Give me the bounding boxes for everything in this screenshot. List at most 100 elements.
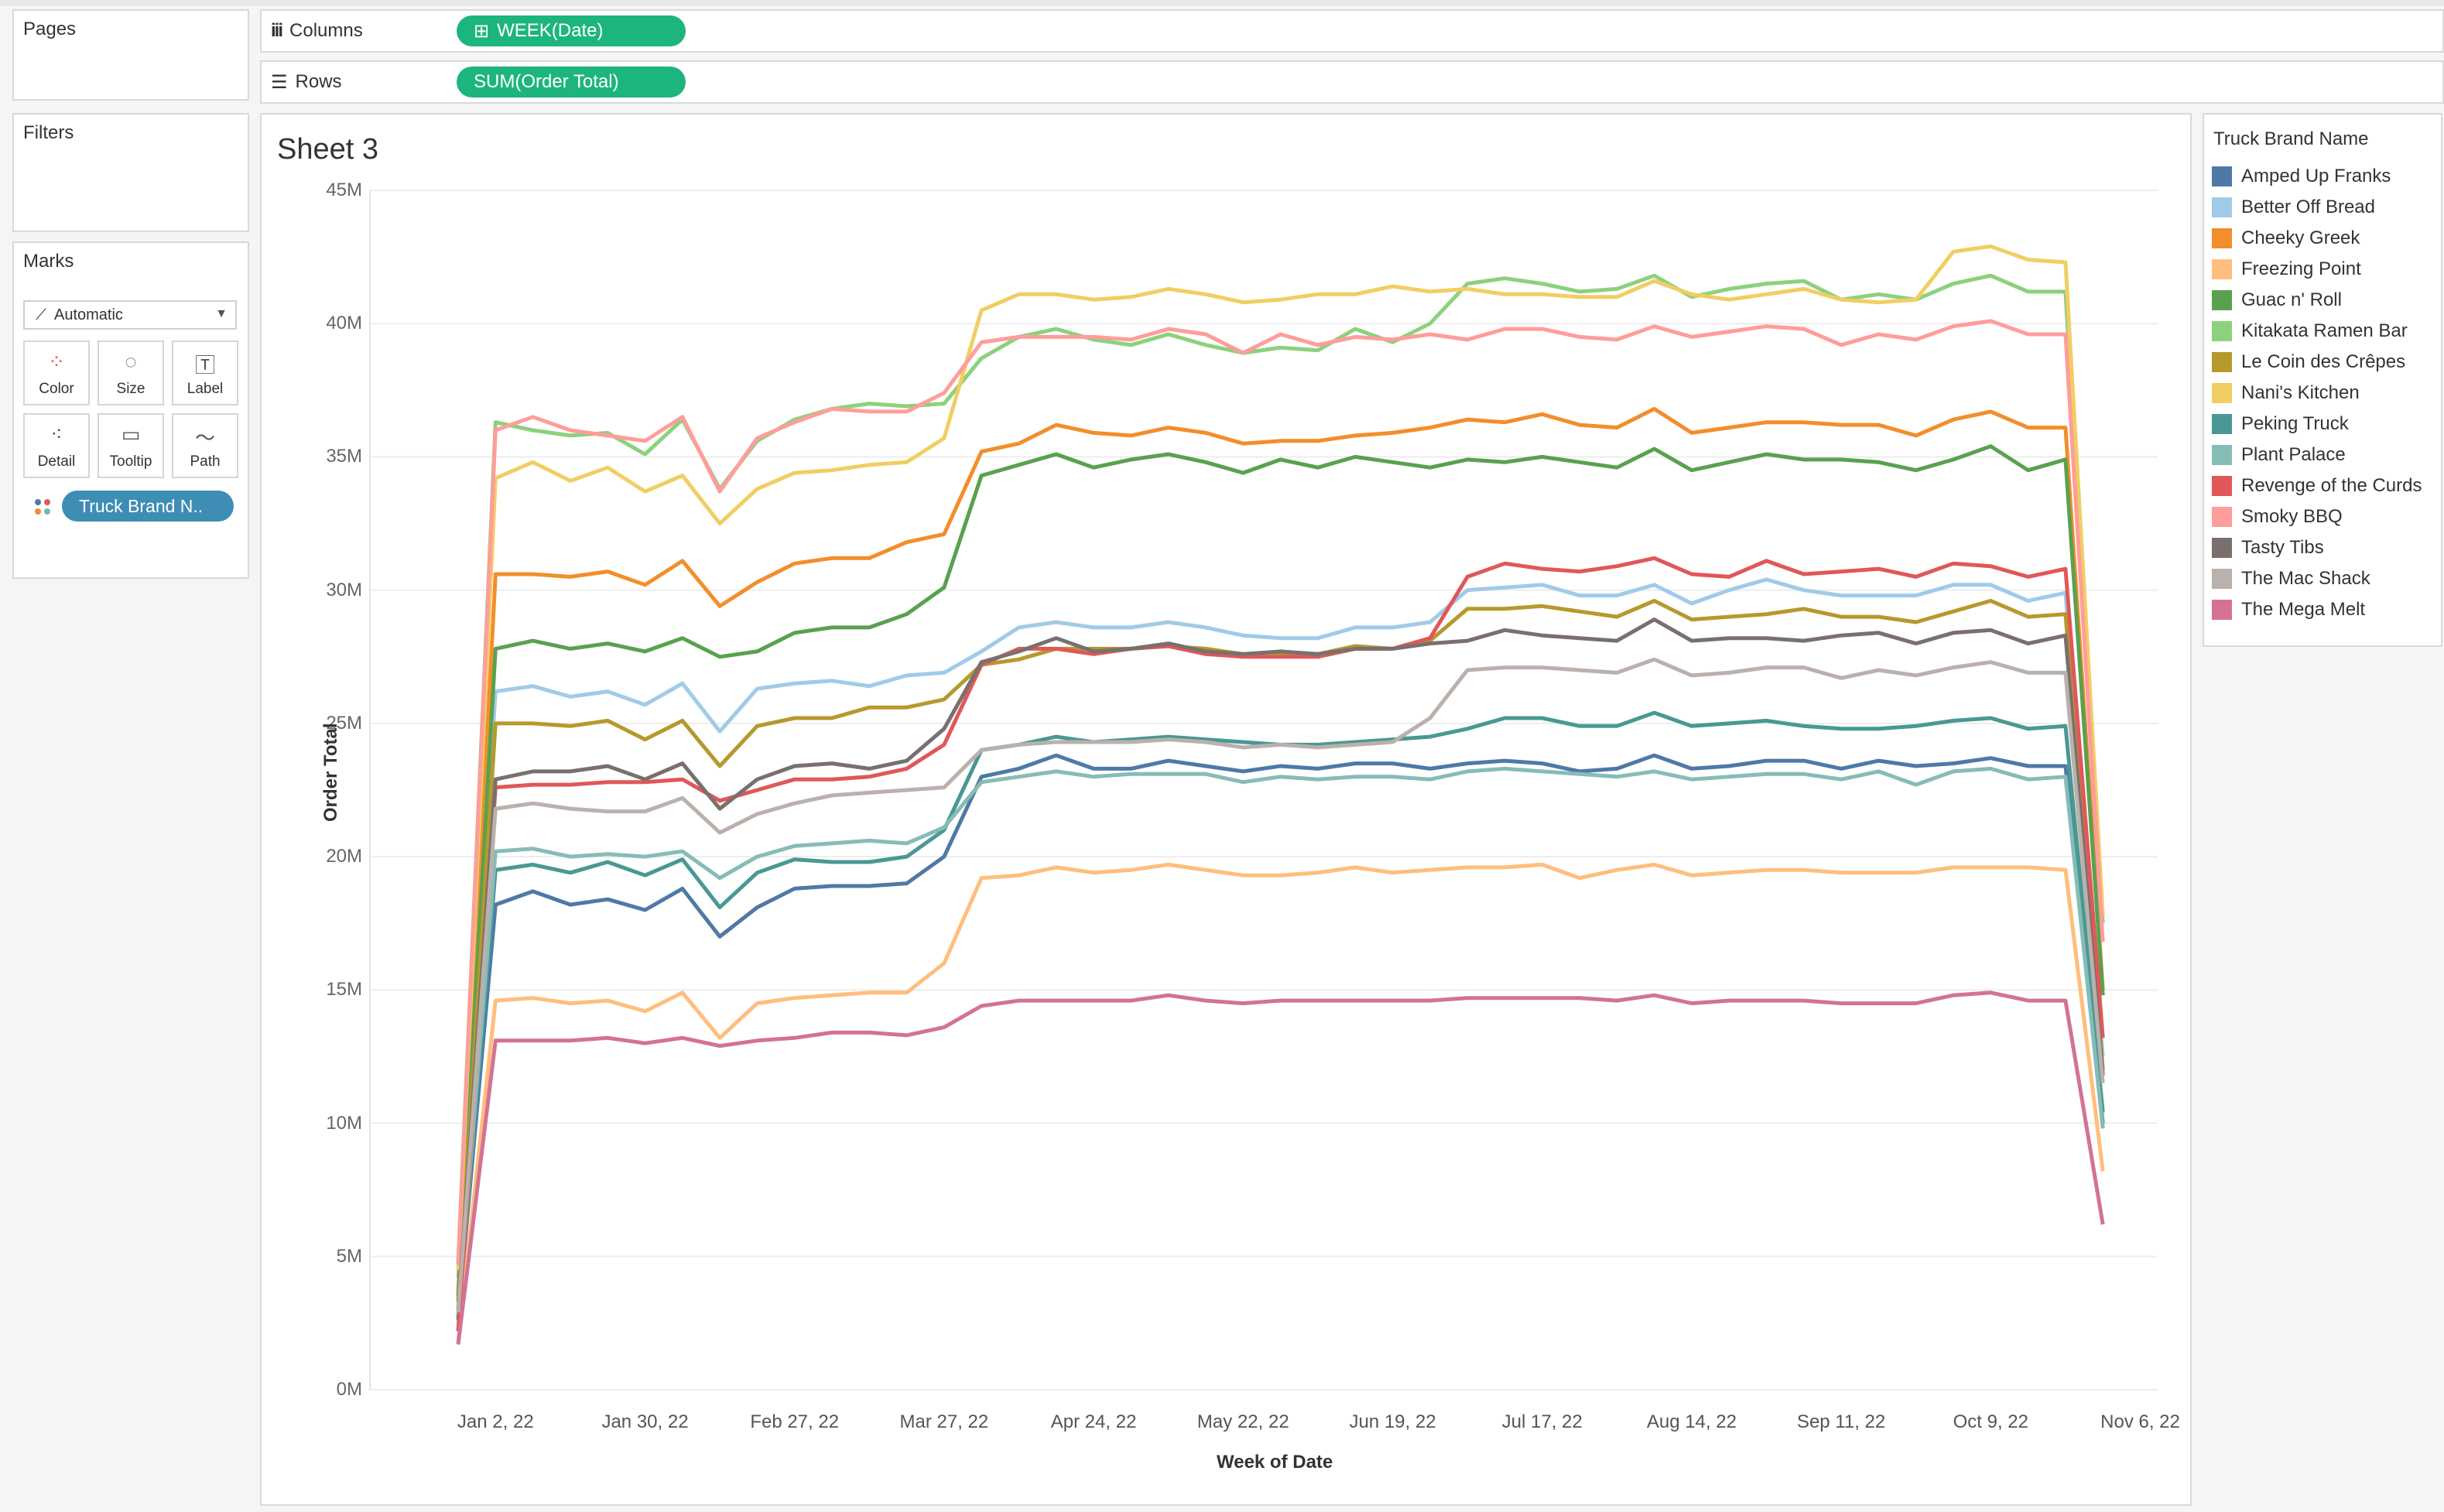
rows-label: ☰ Rows [271, 62, 342, 102]
tooltip-button-label: Tooltip [109, 453, 152, 470]
series-line-le-coin-des-cr-pes[interactable] [456, 598, 2105, 1302]
y-tick-label: 25M [326, 712, 362, 734]
legend-item[interactable]: The Mac Shack [2212, 565, 2370, 593]
top-strip [0, 0, 2444, 6]
color-icon: ⁘ [48, 350, 65, 373]
filters-title: Filters [23, 122, 74, 143]
legend-item[interactable]: Freezing Point [2212, 255, 2361, 283]
mark-type-dropdown[interactable]: ⟋ Automatic ▼ [23, 300, 237, 330]
legend-swatch [2212, 414, 2232, 434]
series-line-the-mac-shack[interactable] [456, 657, 2105, 1313]
legend-item[interactable]: Kitakata Ramen Bar [2212, 317, 2408, 345]
filters-shelf[interactable]: Filters [12, 113, 249, 232]
size-button[interactable]: ◌ Size [98, 340, 164, 405]
legend-swatch [2212, 228, 2232, 248]
label-icon: 🅃 [194, 354, 215, 377]
color-encoding-icon [35, 499, 50, 515]
series-line-nani-s-kitchen[interactable] [456, 244, 2105, 1271]
columns-shelf[interactable]: iii Columns ⊞ WEEK(Date) [260, 9, 2444, 53]
columns-label: iii Columns [271, 11, 363, 51]
legend-title: Truck Brand Name [2213, 128, 2369, 149]
pages-title: Pages [23, 19, 77, 39]
line-chart[interactable] [262, 115, 2190, 1504]
rows-shelf[interactable]: ☰ Rows SUM(Order Total) [260, 60, 2444, 104]
color-button[interactable]: ⁘ Color [23, 340, 90, 405]
y-tick-label: 5M [336, 1245, 362, 1267]
legend-label: Freezing Point [2241, 258, 2361, 279]
x-tick-label: Apr 24, 22 [1050, 1411, 1137, 1432]
detail-button[interactable]: ⁖ Detail [23, 413, 90, 478]
x-tick-label: Jan 30, 22 [601, 1411, 689, 1432]
marks-card: Marks ⟋ Automatic ▼ ⁘ Color ◌ Size 🅃 Lab… [12, 241, 249, 579]
tooltip-icon: ▭ [121, 422, 141, 446]
size-icon: ◌ [125, 350, 137, 373]
legend-item[interactable]: The Mega Melt [2212, 596, 2365, 624]
legend-item[interactable]: Peking Truck [2212, 410, 2349, 438]
columns-pill-label: WEEK(Date) [497, 20, 604, 41]
series-line-cheeky-greek[interactable] [456, 406, 2105, 1295]
tooltip-button[interactable]: ▭ Tooltip [98, 413, 164, 478]
legend-item[interactable]: Le Coin des Crêpes [2212, 348, 2405, 376]
y-tick-label: 45M [326, 180, 362, 200]
legend-label: Peking Truck [2241, 413, 2349, 434]
label-button[interactable]: 🅃 Label [172, 340, 238, 405]
legend-swatch [2212, 507, 2232, 527]
x-tick-label: May 22, 22 [1196, 1411, 1289, 1432]
pages-shelf[interactable]: Pages [12, 9, 249, 101]
series-line-smoky-bbq[interactable] [456, 319, 2105, 1265]
sheet-view[interactable]: Sheet 3 0M 5M 10M 15M 20M 25M 30M 35M 40M 45M Jan… [260, 113, 2192, 1506]
legend-item[interactable]: Tasty Tibs [2212, 534, 2324, 562]
series-line-guac-n-roll[interactable] [456, 444, 2105, 1297]
x-tick-label: Mar 27, 22 [899, 1411, 989, 1432]
columns-label-text: Columns [289, 20, 363, 41]
legend-label: Better Off Bread [2241, 197, 2375, 217]
series-line-peking-truck[interactable] [456, 710, 2105, 1321]
series-line-plant-palace[interactable] [456, 766, 2105, 1315]
truck-brand-pill-label: Truck Brand N.. [79, 495, 204, 516]
series-line-freezing-point[interactable] [456, 862, 2105, 1343]
y-tick-label: 30M [326, 579, 362, 600]
dropdown-arrow-icon: ▼ [215, 307, 228, 320]
legend-label: Nani's Kitchen [2241, 382, 2360, 403]
series-line-the-mega-melt[interactable] [456, 990, 2105, 1345]
series-line-amped-up-franks[interactable] [456, 753, 2105, 1319]
series-line-better-off-bread[interactable] [456, 577, 2105, 1278]
x-tick-label: Jul 17, 22 [1501, 1411, 1583, 1432]
truck-brand-color-pill[interactable]: Truck Brand N.. [62, 491, 234, 522]
x-tick-label: Jan 2, 22 [457, 1411, 534, 1432]
x-tick-label: Sep 11, 22 [1796, 1411, 1886, 1432]
legend-label: Cheeky Greek [2241, 227, 2360, 248]
legend-item[interactable]: Guac n' Roll [2212, 286, 2342, 314]
x-tick-label: Jun 19, 22 [1349, 1411, 1436, 1432]
rows-icon: ☰ [271, 71, 288, 93]
series-line-tasty-tibs[interactable] [456, 617, 2105, 1310]
color-legend: Truck Brand Name Amped Up Franks Better O… [2203, 113, 2442, 647]
legend-item[interactable]: Plant Palace [2212, 441, 2346, 469]
label-button-label: Label [187, 381, 224, 397]
path-button-label: Path [190, 453, 221, 470]
legend-label: The Mac Shack [2241, 568, 2370, 589]
legend-item[interactable]: Cheeky Greek [2212, 224, 2360, 252]
y-tick-label: 35M [326, 446, 362, 467]
y-axis-title: Order Total [320, 723, 341, 822]
expand-plus-icon: ⊞ [474, 20, 490, 42]
rows-pill-sum-order-total[interactable]: SUM(Order Total) [457, 67, 686, 97]
legend-item[interactable]: Revenge of the Curds [2212, 472, 2422, 500]
legend-label: Smoky BBQ [2241, 506, 2343, 527]
legend-swatch [2212, 352, 2232, 372]
legend-item[interactable]: Smoky BBQ [2212, 503, 2343, 531]
legend-label: Guac n' Roll [2241, 289, 2342, 310]
legend-swatch [2212, 166, 2232, 186]
detail-icon: ⁖ [50, 422, 63, 446]
path-button[interactable]: 〜 Path [172, 413, 238, 478]
legend-label: Amped Up Franks [2241, 166, 2391, 186]
legend-label: Kitakata Ramen Bar [2241, 320, 2408, 341]
columns-pill-week-date[interactable]: ⊞ WEEK(Date) [457, 15, 686, 46]
legend-swatch [2212, 197, 2232, 217]
legend-item[interactable]: Nani's Kitchen [2212, 379, 2360, 407]
x-tick-label: Oct 9, 22 [1953, 1411, 2028, 1432]
legend-label: Tasty Tibs [2241, 537, 2324, 558]
legend-label: Revenge of the Curds [2241, 475, 2422, 496]
legend-item[interactable]: Amped Up Franks [2212, 162, 2391, 190]
legend-item[interactable]: Better Off Bread [2212, 193, 2375, 221]
